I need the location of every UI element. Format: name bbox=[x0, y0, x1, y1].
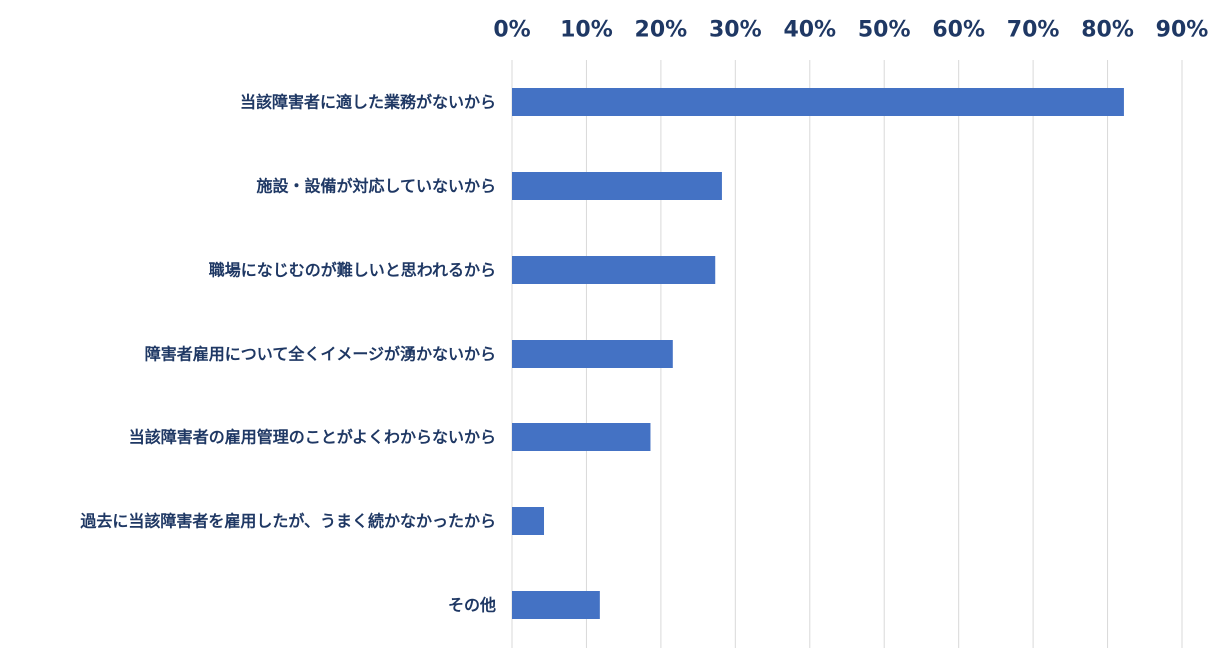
bar bbox=[512, 88, 1124, 116]
bar bbox=[512, 256, 716, 284]
bar bbox=[512, 591, 600, 619]
category-label: 職場になじむのが難しいと思われるから bbox=[209, 261, 496, 280]
bar bbox=[512, 172, 722, 200]
x-tick-label: 30% bbox=[709, 18, 762, 43]
x-tick-label: 40% bbox=[783, 18, 836, 43]
bars bbox=[512, 88, 1124, 619]
x-tick-label: 20% bbox=[635, 18, 688, 43]
category-label: 当該障害者に適した業務がないから bbox=[240, 93, 496, 112]
gridlines bbox=[511, 60, 1183, 648]
x-tick-label: 60% bbox=[932, 18, 985, 43]
x-tick-label: 10% bbox=[560, 18, 613, 43]
x-axis-ticks: 0% 10% 20% 30% 40% 50% 60% 70% 80% 90% bbox=[493, 18, 1208, 43]
bar bbox=[512, 507, 545, 535]
category-label: 障害者雇用について全くイメージが湧かないから bbox=[145, 345, 496, 364]
bar bbox=[512, 423, 651, 451]
bar bbox=[512, 340, 673, 368]
category-label: その他 bbox=[448, 596, 496, 615]
x-tick-label: 90% bbox=[1156, 18, 1209, 43]
category-label: 当該障害者の雇用管理のことがよくわからないから bbox=[129, 428, 496, 447]
x-tick-label: 50% bbox=[858, 18, 911, 43]
x-tick-label: 80% bbox=[1081, 18, 1134, 43]
x-tick-label: 70% bbox=[1007, 18, 1060, 43]
category-labels: 当該障害者に適した業務がないから施設・設備が対応していないから職場になじむのが難… bbox=[79, 93, 496, 615]
x-tick-label: 0% bbox=[493, 18, 530, 43]
category-label: 施設・設備が対応していないから bbox=[256, 177, 496, 196]
category-label: 過去に当該障害者を雇用したが、うまく続かなかったから bbox=[79, 512, 496, 531]
